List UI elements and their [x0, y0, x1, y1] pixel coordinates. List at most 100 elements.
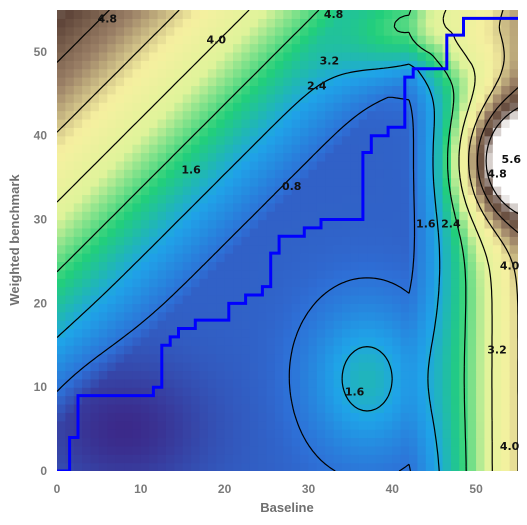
heatmap-cell [283, 253, 293, 263]
heatmap-cell [358, 353, 368, 363]
heatmap-cell [425, 370, 435, 380]
heatmap-cell [300, 445, 310, 455]
heatmap-cell [509, 362, 518, 372]
heatmap-cell [417, 454, 427, 464]
heatmap-cell [274, 253, 284, 263]
heatmap-cell [199, 110, 209, 120]
heatmap-cell [224, 403, 234, 413]
heatmap-cell [367, 395, 377, 405]
heatmap-cell [425, 144, 435, 154]
heatmap-cell [417, 294, 427, 304]
heatmap-cell [467, 127, 477, 137]
heatmap-cell [383, 177, 393, 187]
heatmap-cell [367, 294, 377, 304]
heatmap-cell [492, 320, 502, 330]
heatmap-cell [434, 18, 444, 28]
heatmap-cell [165, 370, 175, 380]
heatmap-cell [434, 353, 444, 363]
heatmap-cell [65, 102, 75, 112]
contour-line [57, 63, 441, 471]
heatmap-cell [157, 219, 167, 229]
heatmap-cell [492, 144, 502, 154]
heatmap-cell [400, 194, 410, 204]
heatmap-cell [509, 286, 518, 296]
heatmap-cell [434, 135, 444, 145]
heatmap-cell [375, 429, 385, 439]
heatmap-cell [325, 294, 335, 304]
heatmap-cell [199, 378, 209, 388]
heatmap-cell [199, 253, 209, 263]
heatmap-cell [249, 160, 259, 170]
heatmap-cell [316, 403, 326, 413]
heatmap-cell [157, 303, 167, 313]
heatmap-cell [283, 118, 293, 128]
heatmap-cell [375, 286, 385, 296]
heatmap-cell [157, 127, 167, 137]
heatmap-cell [199, 10, 209, 19]
heatmap-cell [191, 445, 201, 455]
heatmap-cell [249, 336, 259, 346]
heatmap-cell [434, 429, 444, 439]
heatmap-cell [283, 10, 293, 19]
heatmap-cell [140, 236, 150, 246]
heatmap-cell [182, 68, 192, 78]
heatmap-cell [266, 77, 276, 87]
heatmap-cell [367, 353, 377, 363]
heatmap-cell [333, 194, 343, 204]
heatmap-cell [132, 68, 142, 78]
heatmap-cell [300, 278, 310, 288]
contour-label: 5.6 [502, 153, 522, 166]
heatmap-cell [358, 102, 368, 112]
heatmap-cell [484, 219, 494, 229]
heatmap-cell [341, 77, 351, 87]
heatmap-cell [300, 328, 310, 338]
heatmap-cell [249, 135, 259, 145]
heatmap-cell [207, 51, 217, 61]
heatmap-cell [425, 278, 435, 288]
heatmap-cell [82, 303, 92, 313]
heatmap-cell [291, 152, 301, 162]
heatmap-cell [157, 144, 167, 154]
heatmap-cell [65, 420, 75, 430]
heatmap-cell [425, 328, 435, 338]
heatmap-cell [90, 378, 100, 388]
heatmap-cell [492, 43, 502, 53]
heatmap-cell [375, 85, 385, 95]
heatmap-cell [132, 412, 142, 422]
heatmap-cell [409, 10, 419, 19]
heatmap-cell [82, 18, 92, 28]
heatmap-cell [191, 227, 201, 237]
heatmap-cell [434, 51, 444, 61]
heatmap-cell [140, 219, 150, 229]
heatmap-cell [375, 152, 385, 162]
heatmap-cell [434, 169, 444, 179]
heatmap-cell [132, 454, 142, 464]
heatmap-cell [492, 118, 502, 128]
heatmap-cell [417, 35, 427, 45]
heatmap-cell [400, 211, 410, 221]
heatmap-cell [182, 160, 192, 170]
heatmap-cell [509, 93, 518, 103]
heatmap-cell [308, 387, 318, 397]
heatmap-cell [107, 353, 117, 363]
heatmap-cell [383, 370, 393, 380]
heatmap-cell [425, 445, 435, 455]
heatmap-cell [341, 10, 351, 19]
heatmap-cell [216, 261, 226, 271]
heatmap-cell [57, 202, 66, 212]
heatmap-cell [333, 202, 343, 212]
heatmap-cell [283, 211, 293, 221]
heatmap-cell [442, 244, 452, 254]
heatmap-cell [274, 18, 284, 28]
heatmap-cell [90, 135, 100, 145]
heatmap-cell [90, 286, 100, 296]
heatmap-cell [492, 219, 502, 229]
heatmap-cell [442, 169, 452, 179]
heatmap-cell [274, 353, 284, 363]
heatmap-cell [65, 294, 75, 304]
heatmap-cell [73, 152, 83, 162]
heatmap-cell [249, 236, 259, 246]
heatmap-cell [57, 445, 66, 455]
heatmap-cell [98, 60, 108, 70]
heatmap-cell [132, 403, 142, 413]
